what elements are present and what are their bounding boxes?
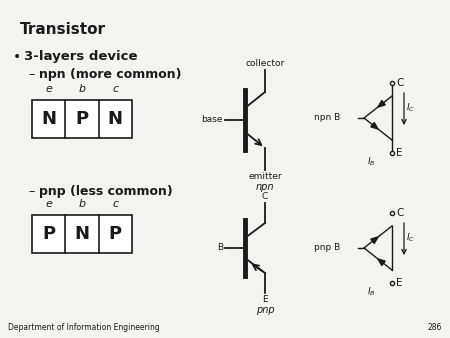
Text: P: P <box>109 225 122 243</box>
Text: c: c <box>112 84 118 94</box>
Text: N: N <box>75 225 90 243</box>
Text: b: b <box>78 84 86 94</box>
Text: pnp (less common): pnp (less common) <box>39 185 173 198</box>
Polygon shape <box>378 100 385 107</box>
Text: E: E <box>262 295 268 304</box>
Text: $I_C$: $I_C$ <box>406 102 415 114</box>
Text: pnp: pnp <box>256 305 274 315</box>
Polygon shape <box>371 237 378 243</box>
Text: P: P <box>42 225 55 243</box>
Text: npn: npn <box>256 182 274 192</box>
Bar <box>32 215 132 253</box>
Text: $I_B$: $I_B$ <box>367 286 376 298</box>
Text: collector: collector <box>245 59 284 68</box>
Text: b: b <box>78 199 86 209</box>
Text: pnp B: pnp B <box>314 243 340 252</box>
Text: C: C <box>396 208 403 218</box>
Text: c: c <box>112 199 118 209</box>
Bar <box>32 100 132 138</box>
Text: base: base <box>202 116 223 124</box>
Text: 286: 286 <box>428 323 442 332</box>
Text: $I_B$: $I_B$ <box>367 156 376 169</box>
Text: e: e <box>45 84 52 94</box>
Text: –: – <box>28 185 34 198</box>
Text: C: C <box>262 192 268 201</box>
Text: •: • <box>13 50 21 64</box>
Text: npn (more common): npn (more common) <box>39 68 181 81</box>
Text: –: – <box>28 68 34 81</box>
Text: E: E <box>396 278 402 288</box>
Polygon shape <box>378 259 385 266</box>
Text: E: E <box>396 148 402 158</box>
Text: B: B <box>217 243 223 252</box>
Text: N: N <box>41 110 56 128</box>
Text: N: N <box>108 110 123 128</box>
Text: npn B: npn B <box>314 114 340 122</box>
Text: Department of Information Engineering: Department of Information Engineering <box>8 323 160 332</box>
Text: P: P <box>76 110 89 128</box>
Text: emitter: emitter <box>248 172 282 181</box>
Text: C: C <box>396 78 403 88</box>
Text: $I_C$: $I_C$ <box>406 232 415 244</box>
Text: Transistor: Transistor <box>20 22 106 37</box>
Polygon shape <box>371 122 378 129</box>
Text: e: e <box>45 199 52 209</box>
Text: 3-layers device: 3-layers device <box>24 50 138 63</box>
